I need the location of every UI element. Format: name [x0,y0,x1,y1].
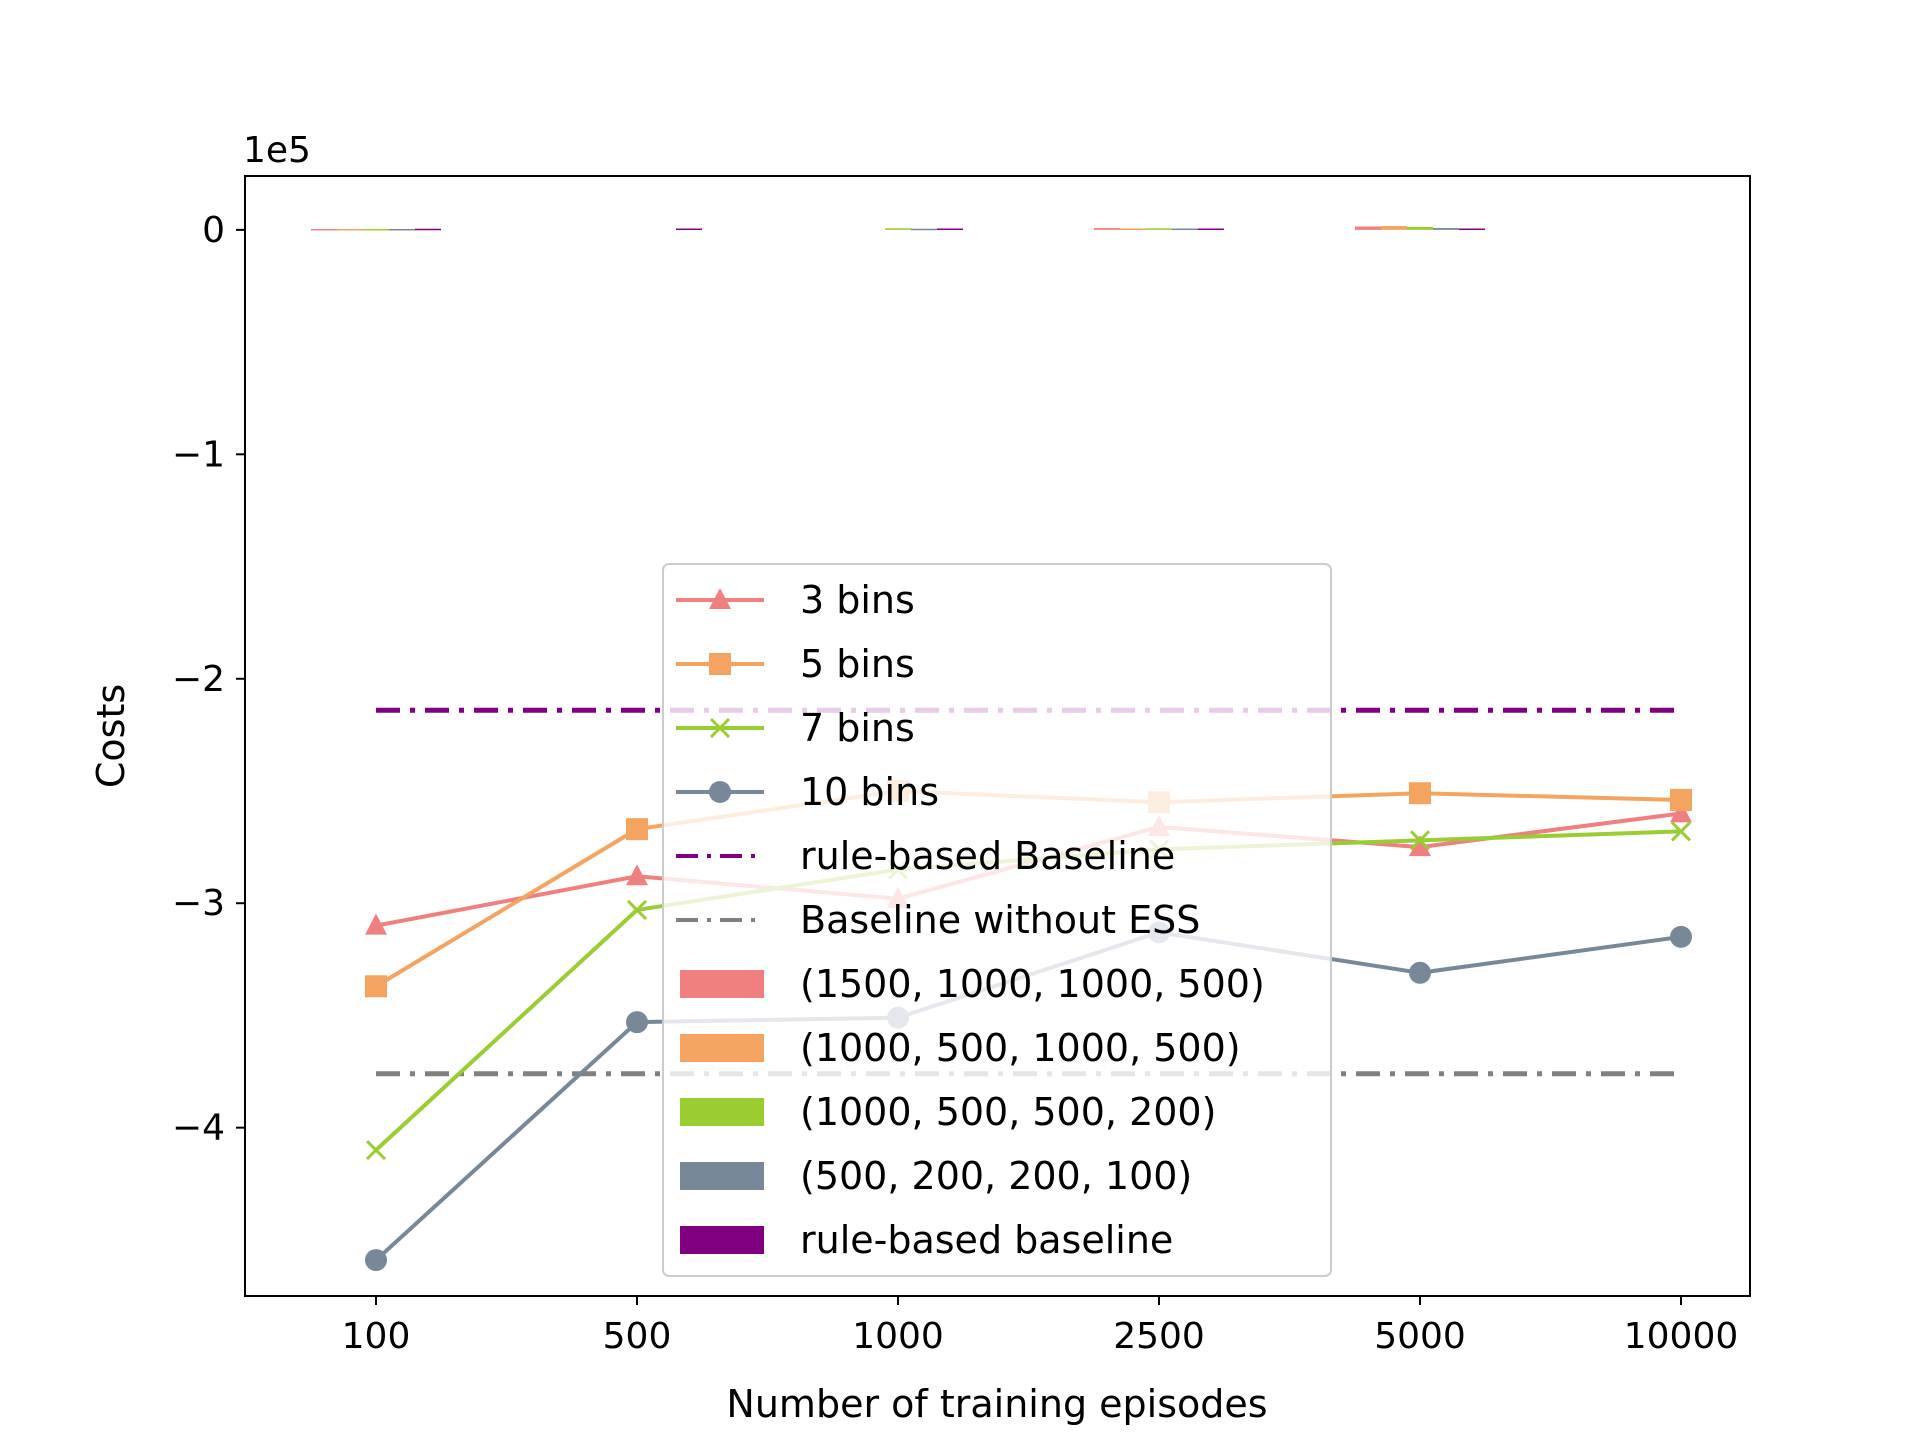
legend-entry-7: (1500, 1000, 1000, 500) [680,962,1265,1006]
x-tick-label: 500 [603,1316,672,1357]
series-4-point [1409,961,1431,984]
legend-entry-6: Baseline without ESS [676,898,1200,942]
x-tick-label: 100 [342,1316,411,1357]
series-2-point [1409,782,1431,805]
bar-3-100 [363,228,389,231]
series-1-point [365,913,387,935]
legend-entry-3: 7 bins [676,706,915,750]
bar-1-5000 [1355,226,1381,230]
legend-entry-5: rule-based Baseline [676,834,1175,878]
legend-label: rule-based baseline [800,1218,1173,1262]
legend-label: 5 bins [800,642,915,686]
bar-3-1000 [885,228,911,230]
x-tick-label: 10000 [1624,1316,1739,1357]
series-3-point [626,899,648,921]
bar-5-100 [415,228,441,231]
series-1-point [1409,835,1431,857]
marker-stroke [626,899,648,921]
series-3-point [365,1140,387,1161]
bar-5-500 [676,228,702,231]
legend-label: Baseline without ESS [800,898,1200,942]
x-tick-label: 1000 [852,1316,944,1357]
legend-swatch [680,1226,764,1254]
x-axis: 100 500 1000 2500 5000 10000 [342,1296,1739,1357]
legend-entry-4: 10 bins [676,770,939,814]
bar-2-5000 [1381,226,1407,230]
y-tick-label: −3 [172,883,225,924]
y-axis: 0 −1 −2 −3 −4 [172,210,245,1149]
legend-marker [709,781,731,803]
y-tick-label: −1 [172,434,225,475]
y-tick-label: −2 [172,659,225,700]
bar-3-2500 [1146,228,1172,230]
bar-4-100 [389,228,415,231]
legend-entry-2: 5 bins [676,642,915,686]
x-tick-label: 5000 [1374,1316,1466,1357]
legend-swatch [680,1034,764,1062]
series-3-point [1409,830,1431,851]
legend-label: 7 bins [800,706,915,750]
series-4-point [1670,925,1692,948]
y-axis-label: Costs [89,684,133,788]
legend-entry-1: 3 bins [676,578,915,622]
bar-1-2500 [1094,228,1120,230]
legend-entry-9: (1000, 500, 500, 200) [680,1090,1216,1134]
bar-5-5000 [1459,228,1485,231]
legend-label: (500, 200, 200, 100) [800,1154,1192,1198]
bars-layer [311,226,1485,231]
legend-box [662,563,1332,1277]
legend-label: 3 bins [800,578,915,622]
legend: 3 bins 5 bins 7 bins 10 bins rule-based Base… [662,563,1332,1277]
bar-5-2500 [1198,228,1224,231]
series-4-point [365,1249,387,1272]
y-tick-label: −4 [172,1108,225,1149]
legend-label: (1000, 500, 500, 200) [800,1090,1216,1134]
legend-label: rule-based Baseline [800,834,1175,878]
legend-entry-11: rule-based baseline [680,1218,1173,1262]
bar-4-5000 [1433,228,1459,230]
marker-stroke [1409,830,1431,851]
legend-swatch [680,970,764,998]
series-1-point [1670,801,1692,823]
series-1-point [626,864,648,886]
marker-stroke [1670,821,1692,842]
bar-3-5000 [1407,226,1433,230]
bar-4-2500 [1172,228,1198,231]
bar-2-100 [337,228,363,231]
bar-5-1000 [937,228,963,231]
bar-2-2500 [1120,228,1146,231]
series-2-point [365,975,387,998]
x-tick-label: 2500 [1113,1316,1205,1357]
legend-label: 10 bins [800,770,939,814]
bar-4-1000 [911,228,937,231]
marker-stroke [365,1140,387,1161]
legend-entry-8: (1000, 500, 1000, 500) [680,1026,1241,1070]
y-tick-label: 0 [202,210,225,251]
legend-label: (1000, 500, 1000, 500) [800,1026,1241,1070]
marker-stroke [709,717,731,739]
x-axis-label: Number of training episodes [726,1382,1267,1426]
legend-swatch [680,1098,764,1126]
plot-frame [244,175,1751,1297]
series-4-point [626,1011,648,1034]
bar-1-100 [311,228,337,231]
series-3-point [1670,821,1692,842]
legend-marker [709,717,731,739]
legend-entry-10: (500, 200, 200, 100) [680,1154,1192,1198]
legend-marker [709,653,731,675]
series-2-point [1670,788,1692,811]
y-offset-label: 1e5 [243,130,311,171]
legend-marker [709,588,731,609]
series-2-point [626,818,648,841]
legend-label: (1500, 1000, 1000, 500) [800,962,1265,1006]
legend-swatch [680,1162,764,1190]
